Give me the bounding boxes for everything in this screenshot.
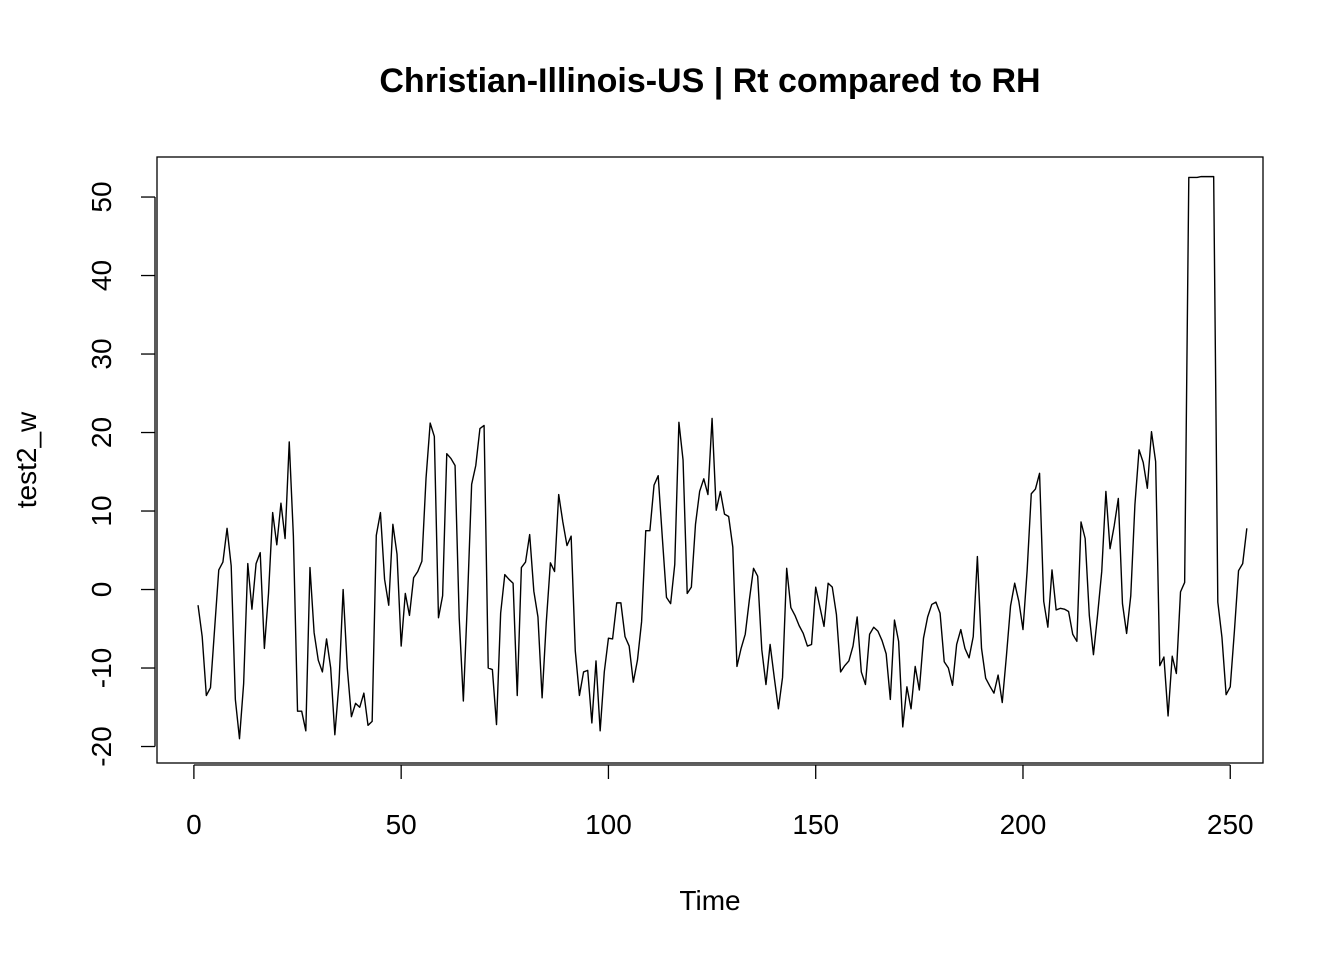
x-tick-label: 0	[186, 809, 202, 840]
x-axis: 0 50 100 150 200 250	[186, 764, 1254, 840]
y-tick-label: 30	[86, 338, 117, 369]
x-tick-label: 250	[1207, 809, 1254, 840]
x-tick-label: 50	[386, 809, 417, 840]
y-tick-label: -20	[86, 726, 117, 766]
y-tick-label: 0	[86, 582, 117, 598]
x-axis-label: Time	[679, 885, 740, 916]
y-tick-label: 20	[86, 417, 117, 448]
y-tick-label: -10	[86, 648, 117, 688]
series-line-test2_w	[197, 175, 1248, 740]
y-tick-label: 40	[86, 260, 117, 291]
y-tick-label: 10	[86, 495, 117, 526]
y-axis-label: test2_w	[11, 411, 42, 508]
x-tick-label: 150	[792, 809, 839, 840]
chart-title: Christian-Illinois-US | Rt compared to R…	[379, 62, 1040, 100]
x-tick-label: 200	[1000, 809, 1047, 840]
y-axis: -20 -10 0 10 20 30 40 50	[86, 181, 156, 767]
y-tick-label: 50	[86, 181, 117, 212]
plot-box	[156, 156, 1264, 764]
x-tick-label: 100	[585, 809, 632, 840]
